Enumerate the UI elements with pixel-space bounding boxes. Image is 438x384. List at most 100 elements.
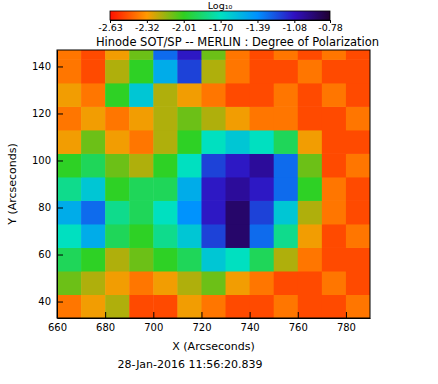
heatmap-cell xyxy=(57,271,82,295)
heatmap-cell xyxy=(201,50,226,60)
heatmap-cell xyxy=(250,50,275,60)
y-tick-label: 100 xyxy=(32,155,51,166)
heatmap-cell xyxy=(201,247,226,271)
colorbar-tick-label: -1.39 xyxy=(246,22,271,33)
heatmap-cell xyxy=(81,130,106,154)
heatmap-cell xyxy=(177,247,202,271)
colorbar-tick: -2.63 xyxy=(98,20,123,33)
heatmap-cell xyxy=(81,153,106,177)
heatmap-cell xyxy=(346,294,370,318)
heatmap-cell xyxy=(177,59,202,83)
title: Hinode SOT/SP -- MERLIN : Degree of Pola… xyxy=(96,35,379,49)
heatmap-cell xyxy=(346,271,370,295)
y-tick-mark xyxy=(57,160,63,161)
heatmap-cell xyxy=(274,177,299,201)
heatmap-cell xyxy=(298,130,323,154)
heatmap-cell xyxy=(226,130,251,154)
colorbar-tick-label: -1.08 xyxy=(283,22,308,33)
heatmap-cell xyxy=(346,224,370,248)
heatmap-cell xyxy=(153,247,178,271)
heatmap-cell xyxy=(274,224,299,248)
heatmap-cell xyxy=(226,59,251,83)
heatmap-cell xyxy=(129,130,154,154)
heatmap-cell xyxy=(346,177,370,201)
heatmap-cell xyxy=(346,50,370,60)
x-tick-label: 780 xyxy=(337,322,356,333)
heatmap-cell xyxy=(81,271,106,295)
heatmap-cell xyxy=(105,294,130,318)
heatmap-cell xyxy=(153,177,178,201)
heatmap-cell xyxy=(57,200,82,224)
heatmap-cell xyxy=(81,200,106,224)
heatmap-cell xyxy=(298,200,323,224)
heatmap-cell xyxy=(226,50,251,60)
heatmap-cell xyxy=(57,153,82,177)
y-tick-mark xyxy=(57,208,63,209)
heatmap-cell xyxy=(250,83,275,107)
heatmap-cell xyxy=(322,224,347,248)
heatmap-cell xyxy=(346,153,370,177)
y-axis: 406080100120140 xyxy=(32,51,63,319)
x-tick-mark xyxy=(346,312,347,318)
x-tick: 740 xyxy=(241,312,260,333)
x-tick-mark xyxy=(298,312,299,318)
heatmap-cell xyxy=(129,83,154,107)
colorbar-tick: -1.08 xyxy=(283,20,308,33)
colorbar: -2.63-2.32-2.01-1.70-1.39-1.08-0.78Log₁₀ xyxy=(98,0,343,33)
colorbar-tick-label: -0.78 xyxy=(318,22,343,33)
heatmap-cell xyxy=(201,130,226,154)
heatmap-cell xyxy=(177,106,202,130)
heatmap-cell xyxy=(129,224,154,248)
heatmap-cell xyxy=(322,247,347,271)
x-tick-mark xyxy=(153,312,154,318)
heatmap-cell xyxy=(129,294,154,318)
heatmap-cell xyxy=(177,153,202,177)
heatmap-cell xyxy=(322,50,347,60)
heatmap-cell xyxy=(226,177,251,201)
heatmap-cell xyxy=(201,83,226,107)
heatmap-cell xyxy=(298,83,323,107)
heatmap-cell xyxy=(322,106,347,130)
y-axis-title: Y (Arcseconds) xyxy=(6,143,19,226)
x-tick-label: 660 xyxy=(48,322,67,333)
heatmap-cell xyxy=(129,106,154,130)
heatmap-cell xyxy=(177,83,202,107)
y-tick-label: 140 xyxy=(32,61,51,72)
heatmap-cell xyxy=(298,50,323,60)
heatmap-cell xyxy=(250,200,275,224)
colorbar-tick-label: -2.32 xyxy=(135,22,160,33)
y-tick: 40 xyxy=(38,296,63,307)
heatmap-cell xyxy=(129,59,154,83)
heatmap-cell xyxy=(274,83,299,107)
heatmap-cell xyxy=(201,294,226,318)
x-tick: 680 xyxy=(96,312,115,333)
chart: 660680700720740760780406080100120140Hino… xyxy=(0,0,438,384)
heatmap-cell xyxy=(57,247,82,271)
heatmap-cell xyxy=(153,130,178,154)
heatmap-cell xyxy=(201,200,226,224)
heatmap-cell xyxy=(81,83,106,107)
heatmap-cell xyxy=(250,59,275,83)
heatmap-cell xyxy=(298,59,323,83)
heatmap-cells xyxy=(57,50,370,318)
heatmap-cell xyxy=(177,177,202,201)
colorbar-tick: -0.78 xyxy=(318,20,343,33)
heatmap-cell xyxy=(250,294,275,318)
heatmap-cell xyxy=(57,130,82,154)
heatmap-cell xyxy=(346,59,370,83)
heatmap-cell xyxy=(250,130,275,154)
x-tick-label: 760 xyxy=(289,322,308,333)
x-axis-line xyxy=(58,318,371,319)
heatmap-cell xyxy=(153,224,178,248)
heatmap-cell xyxy=(177,50,202,60)
heatmap-cell xyxy=(226,294,251,318)
y-tick-label: 60 xyxy=(38,249,51,260)
heatmap-cell xyxy=(250,247,275,271)
heatmap-cell xyxy=(153,271,178,295)
heatmap-cell xyxy=(129,50,154,60)
heatmap-cell xyxy=(250,106,275,130)
heatmap-cell xyxy=(274,50,299,60)
heatmap-cell xyxy=(274,106,299,130)
heatmap-cell xyxy=(129,153,154,177)
heatmap-cell xyxy=(177,130,202,154)
